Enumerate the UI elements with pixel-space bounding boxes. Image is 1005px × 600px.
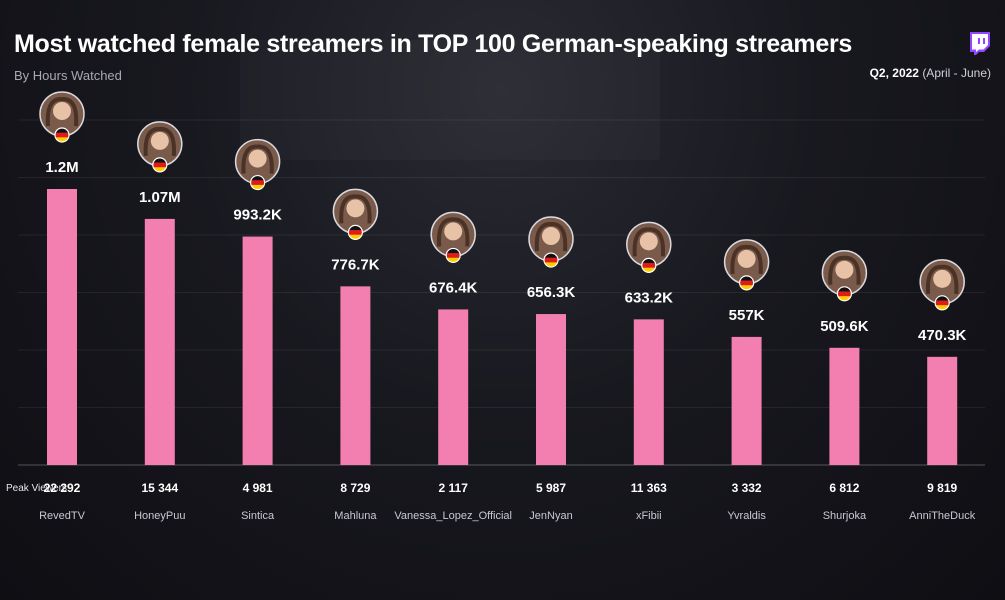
category-label: Vanessa_Lopez_Official [394,510,512,522]
bar [633,319,664,465]
peak-viewers-value: 22 292 [44,481,81,495]
german-flag-icon [445,247,461,264]
twitch-logo-icon [970,32,990,55]
peak-viewers-value: 6 812 [829,481,859,495]
value-label: 1.2M [45,159,78,176]
value-label: 1.07M [139,189,181,206]
german-flag-icon [152,157,168,173]
peak-viewers-value: 5 987 [536,481,566,495]
german-flag-icon [934,295,950,311]
bar [927,356,958,465]
peak-viewers-value: 3 332 [732,481,762,495]
period-range: (April - June) [922,66,991,80]
value-label: 557K [729,307,765,324]
peak-viewers-value: 2 117 [439,481,469,495]
category-label: AnniTheDuck [909,510,976,522]
category-label: Sintica [241,510,275,522]
bar [536,314,566,465]
streamer-avatar [332,188,379,235]
category-label: xFibii [636,510,662,522]
category-label: Shurjoka [823,510,867,522]
streamer-avatar [430,211,476,258]
bar [144,218,175,465]
period-quarter: Q2, 2022 [869,66,919,80]
peak-viewers-value: 4 981 [243,481,273,495]
category-label: RevedTV [39,510,86,522]
bar [731,336,762,465]
period-label: Q2, 2022 (April - June) [870,66,991,80]
streamer-avatar [39,91,85,137]
streamer-avatar [137,121,183,167]
streamer-avatar [919,259,965,305]
peak-viewers-value: 15 344 [141,481,178,495]
category-label: HoneyPuu [134,510,185,522]
bar [340,286,371,465]
german-flag-icon [54,127,70,143]
german-flag-icon [836,286,853,302]
german-flag-icon [641,257,657,273]
value-label: 470.3K [918,327,967,344]
german-flag-icon [543,252,559,268]
value-label: 676.4K [429,279,478,296]
category-label: JenNyan [529,510,572,522]
german-flag-icon [347,224,363,240]
chart-title: Most watched female streamers in TOP 100… [14,30,852,58]
peak-viewers-value: 11 363 [631,481,667,495]
german-flag-icon [738,275,755,291]
category-label: Yvraldis [727,510,766,522]
bar [829,347,860,465]
peak-viewers-value: 8 729 [340,481,370,495]
bar [242,236,273,465]
value-label: 993.2K [233,207,282,224]
value-label: 776.7K [331,256,380,273]
value-label: 509.6K [820,318,869,335]
value-label: 656.3K [527,284,576,301]
bar [438,309,469,465]
chart-subtitle: By Hours Watched [14,68,122,83]
german-flag-icon [250,174,266,191]
bar [47,189,77,465]
peak-viewers-value: 9 819 [927,481,957,495]
peak-viewers-label: Peak Viewers: [6,483,70,494]
category-label: Mahluna [334,510,377,522]
streamer-avatar [723,239,770,285]
streamer-avatar [234,138,281,185]
value-label: 633.2K [625,289,674,306]
